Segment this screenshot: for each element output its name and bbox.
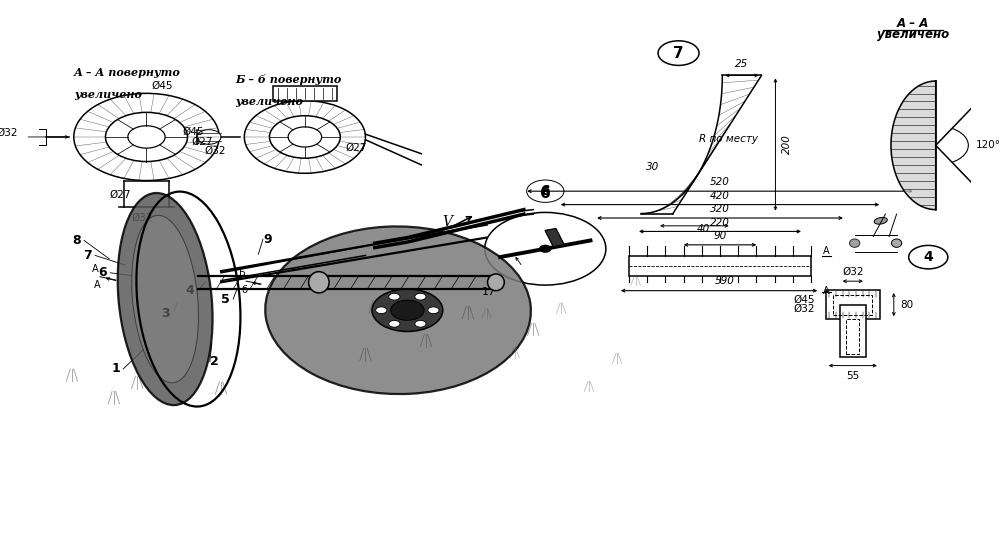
Text: 7: 7 [83,249,92,262]
Text: А – А: А – А [897,17,930,30]
Text: увеличено: увеличено [74,89,142,100]
Bar [833,295,872,315]
Text: 590: 590 [715,276,735,286]
Ellipse shape [488,274,504,291]
Bar [24,129,46,145]
Ellipse shape [891,239,902,247]
Text: 8: 8 [72,234,81,247]
Text: Б – б повернуто: Б – б повернуто [235,74,341,85]
Bar [629,256,811,276]
Text: V: V [442,215,452,230]
Text: 7: 7 [673,46,684,60]
Polygon shape [545,229,564,247]
Text: 4: 4 [923,250,933,264]
Text: 25: 25 [735,59,749,69]
Text: 30: 30 [646,162,659,172]
Text: Ø45: Ø45 [151,80,173,91]
Text: б: б [241,285,247,295]
Ellipse shape [309,272,329,293]
Circle shape [376,307,387,314]
Text: R по месту: R по месту [699,134,758,144]
Text: 420: 420 [710,191,730,201]
Text: 9: 9 [263,233,272,246]
Text: 220: 220 [710,217,730,228]
Polygon shape [891,81,936,210]
Text: увеличено: увеличено [235,96,303,107]
Text: Ø27: Ø27 [191,136,213,146]
Circle shape [391,300,424,320]
Text: Ø32: Ø32 [131,213,153,223]
Text: А – А повернуто: А – А повернуто [74,67,181,78]
Text: 55: 55 [846,371,859,381]
Text: 6: 6 [540,184,550,198]
Text: Б: Б [239,268,246,278]
Circle shape [372,289,443,331]
Text: A: A [823,246,830,256]
Text: 17°: 17° [481,287,501,297]
Text: 1: 1 [111,362,120,376]
Text: 5: 5 [221,292,230,306]
Text: 2: 2 [210,355,219,368]
Circle shape [389,293,400,300]
Text: Ø45: Ø45 [183,126,204,136]
Bar [273,86,337,101]
Text: 90: 90 [713,231,727,241]
Ellipse shape [118,193,213,405]
Text: Ø32: Ø32 [842,267,864,277]
Circle shape [415,293,426,300]
Circle shape [428,307,439,314]
Text: 200: 200 [782,135,792,154]
Text: 6: 6 [540,186,551,201]
Text: Ø32: Ø32 [0,127,18,138]
Text: 320: 320 [710,204,730,214]
Ellipse shape [850,239,860,247]
Text: 40: 40 [697,224,710,234]
Bar [826,290,880,319]
Bar [846,319,859,354]
Text: Ø27: Ø27 [345,143,366,153]
Text: Ø27: Ø27 [110,190,131,200]
Text: A: A [823,286,830,296]
Text: 520: 520 [710,177,730,187]
Text: 6: 6 [98,266,107,280]
Text: 4: 4 [186,284,195,297]
Ellipse shape [874,217,887,224]
Text: Ø32: Ø32 [793,304,815,314]
Text: 3: 3 [161,306,169,320]
Text: Ø32: Ø32 [204,146,226,156]
Circle shape [197,130,221,144]
Circle shape [540,245,551,252]
Ellipse shape [265,226,531,394]
Text: A: A [94,280,100,290]
Bar [840,305,866,357]
Circle shape [415,320,426,327]
Text: А: А [92,264,99,274]
Circle shape [389,320,400,327]
Text: увеличено: увеличено [877,28,949,41]
Text: 80: 80 [900,300,913,310]
Text: 120°: 120° [976,140,1000,150]
Text: Ø45: Ø45 [793,295,815,305]
Ellipse shape [132,215,198,383]
